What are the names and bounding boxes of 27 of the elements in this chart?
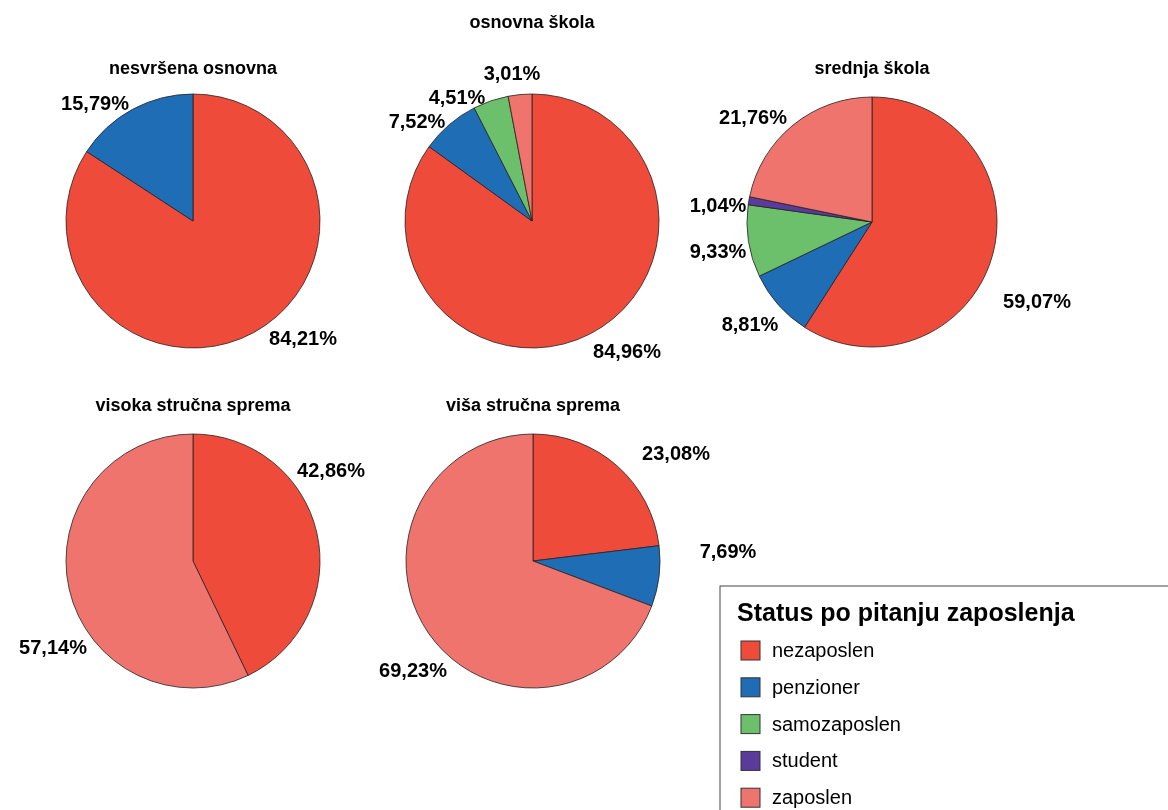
legend-label: zaposlen xyxy=(772,786,853,809)
legend-label: penzioner xyxy=(772,675,861,698)
data-label: 69,23% xyxy=(379,659,448,681)
data-label: 7,69% xyxy=(699,540,757,562)
data-label: 23,08% xyxy=(642,442,711,464)
data-label: 57,14% xyxy=(19,636,88,658)
data-label: 9,33% xyxy=(689,240,747,262)
legend-label: samozaposlen xyxy=(772,712,901,735)
chart-title: viša stručna sprema xyxy=(445,395,622,415)
data-label: 59,07% xyxy=(1003,290,1072,312)
data-label: 15,79% xyxy=(61,92,130,114)
data-label: 1,04% xyxy=(689,194,747,216)
chart-title: nesvršena osnovna xyxy=(108,58,279,78)
chart-title: osnovna škola xyxy=(469,12,596,32)
legend-title: Status po pitanju zaposlenja xyxy=(737,598,1076,626)
chart-title: visoka stručna sprema xyxy=(95,395,292,415)
legend-label: nezaposlen xyxy=(772,639,875,661)
data-label: 4,51% xyxy=(428,86,486,108)
data-label: 84,96% xyxy=(593,340,662,362)
data-label: 8,81% xyxy=(721,313,779,335)
data-label: 84,21% xyxy=(269,327,338,349)
legend-label: student xyxy=(772,749,839,772)
data-label: 42,86% xyxy=(297,459,366,481)
data-label: 7,52% xyxy=(388,110,446,132)
data-label: 3,01% xyxy=(483,62,541,84)
data-label: 21,76% xyxy=(719,106,788,128)
chart-title: srednja škola xyxy=(814,58,931,78)
